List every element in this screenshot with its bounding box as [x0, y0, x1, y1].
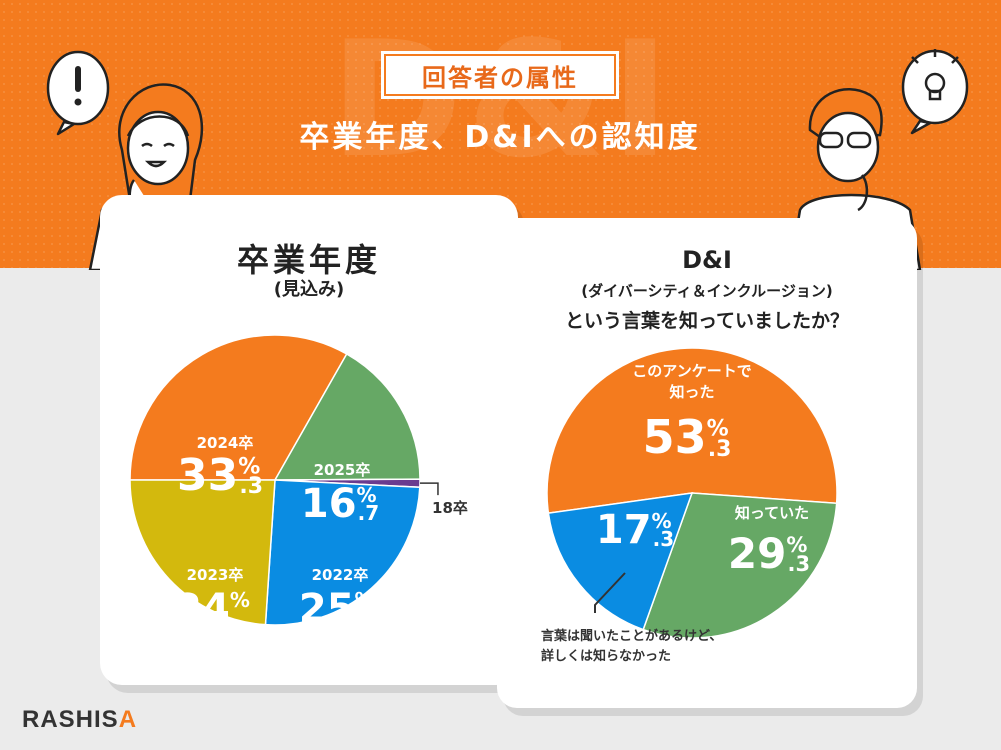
graduation-year-card: 卒業年度 (見込み) 2024卒 33% .3 2025卒 16% .7 2022卒 25%.… — [100, 195, 518, 685]
slice-1 — [273, 352, 421, 481]
di-label-survey-0: このアンケートで — [632, 362, 751, 380]
brand-logo-main: RASHIS — [22, 706, 119, 733]
di-awareness-card: D&I (ダイバーシティ＆インクルージョン) という言葉を知っていましたか？ こ… — [497, 218, 917, 708]
di-slice-0 — [546, 347, 838, 515]
di-slice-2 — [547, 492, 694, 631]
slice-0 — [130, 335, 348, 481]
slice-label-2022: 2022卒 — [312, 566, 369, 584]
di-label-knew: 知っていた — [735, 504, 809, 522]
di-value-heard: 17% .3 — [596, 507, 674, 553]
chart1-subtitle: (見込み) — [273, 279, 345, 300]
slice-label-18: 18卒 — [432, 499, 468, 517]
di-slice-1 — [642, 492, 838, 639]
di-label-survey-1: 知った — [669, 383, 714, 401]
slice-value-2024: 33% .3 — [177, 450, 263, 501]
page-subtitle: 卒業年度、D&Iへの認知度 — [299, 120, 701, 155]
slice-label-2025: 2025卒 — [314, 461, 371, 479]
di-value-survey: 53% .3 — [643, 410, 732, 464]
chart2-subtitle: (ダイバーシティ＆インクルージョン) — [581, 282, 833, 300]
leader-line-18 — [419, 482, 439, 496]
slice-label-2024: 2024卒 — [197, 434, 254, 452]
brand-logo-accent: A — [118, 706, 138, 733]
di-leader-line — [594, 572, 626, 613]
slice-value-2022: 25% .3 — [299, 586, 377, 632]
slice-3 — [264, 479, 421, 626]
di-label-heard-1: 詳しくは知らなかった — [541, 648, 671, 664]
di-value-knew: 29% .3 — [728, 529, 810, 578]
brand-logo: RASHISA — [22, 706, 137, 734]
slice-value-2023: 24% — [174, 586, 250, 632]
slice-label-2023: 2023卒 — [187, 566, 244, 584]
di-label-heard-0: 言葉は聞いたことがあるけど、 — [541, 628, 722, 644]
background-watermark: D&I — [330, 6, 674, 193]
chart2-title: D&I — [682, 246, 732, 274]
section-tag: 回答者の属性 — [381, 51, 619, 99]
slice-4 — [130, 479, 276, 626]
chart2-question: という言葉を知っていましたか？ — [564, 310, 850, 332]
slice-value-2025: 16% .7 — [301, 481, 379, 527]
chart1-title: 卒業年度 — [236, 241, 381, 279]
